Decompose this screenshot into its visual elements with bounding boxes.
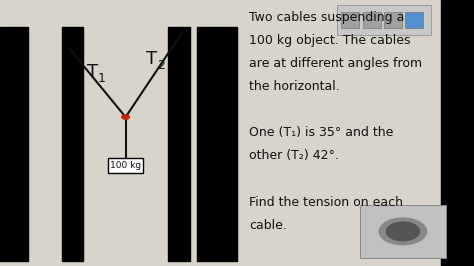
Bar — [405, 12, 423, 28]
Text: 100 kg: 100 kg — [110, 161, 141, 170]
Text: cable.: cable. — [249, 219, 287, 232]
Text: Two cables suspending a: Two cables suspending a — [249, 11, 404, 24]
Text: are at different angles from: are at different angles from — [249, 57, 422, 70]
Bar — [108, 158, 143, 173]
Text: Find the tension on each: Find the tension on each — [249, 196, 403, 209]
Bar — [337, 5, 431, 35]
Bar — [341, 12, 359, 28]
Text: 100 kg object. The cables: 100 kg object. The cables — [249, 34, 410, 47]
Text: T: T — [146, 49, 157, 68]
Circle shape — [122, 115, 129, 119]
Bar — [363, 12, 381, 28]
Text: the horizontal.: the horizontal. — [249, 80, 339, 93]
Text: other (T₂) 42°.: other (T₂) 42°. — [249, 149, 339, 163]
Bar — [384, 12, 402, 28]
Text: One (T₁) is 35° and the: One (T₁) is 35° and the — [249, 126, 393, 139]
Circle shape — [386, 222, 419, 241]
Bar — [360, 205, 446, 258]
Circle shape — [379, 218, 427, 245]
Text: 2: 2 — [157, 59, 165, 72]
Text: 1: 1 — [98, 72, 106, 85]
Text: T: T — [87, 63, 98, 81]
